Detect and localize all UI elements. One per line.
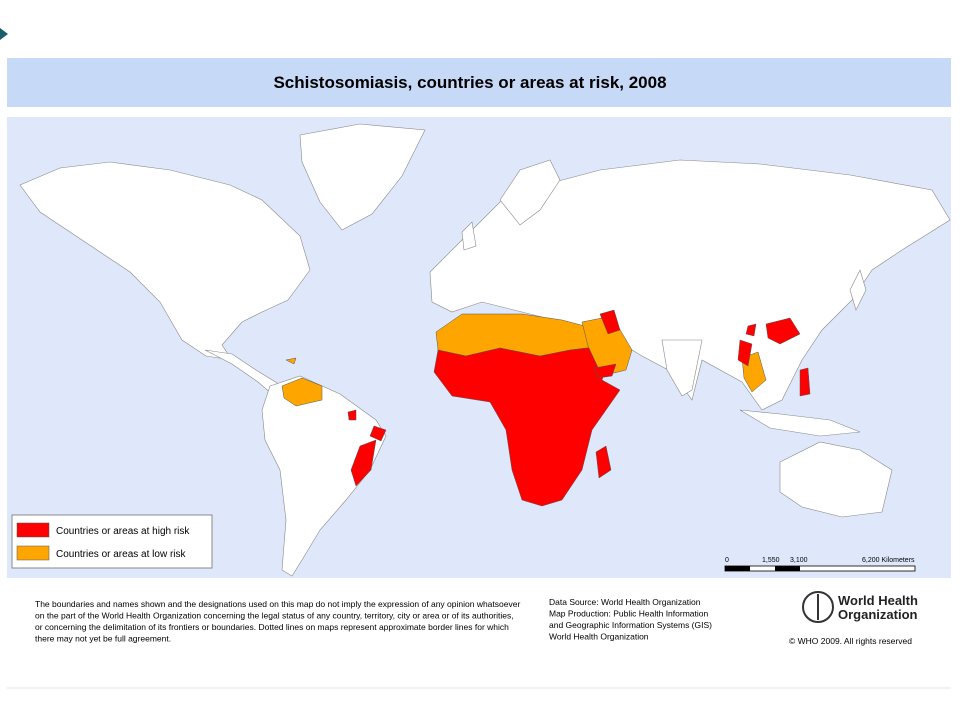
logo-line: Organization <box>838 607 918 622</box>
laos <box>737 339 753 367</box>
data-source: Data Source: World Health Organization Ma… <box>549 597 712 642</box>
disclaimer-line: on the part of the World Health Organiza… <box>35 611 514 621</box>
iraq <box>599 309 621 335</box>
logo-line: World Health <box>838 593 918 608</box>
source-line: and Geographic Information Systems (GIS) <box>549 620 712 630</box>
who-emblem <box>802 591 834 623</box>
corner-mark <box>0 28 8 40</box>
india <box>661 339 703 397</box>
disclaimer-line: or concerning the delimitation of its fr… <box>35 622 509 632</box>
source-line: Map Production: Public Health Informatio… <box>549 609 708 619</box>
legend-label: Countries or areas at low risk <box>56 549 186 560</box>
sub-saharan-africa <box>433 345 621 507</box>
yemen <box>593 363 617 379</box>
scale-label: 3,100 <box>790 557 808 564</box>
legend: Countries or areas at high risk Countries… <box>11 514 213 569</box>
legend-label: Countries or areas at high risk <box>56 526 190 537</box>
scale-label: 0 <box>725 557 729 564</box>
philippines <box>799 367 811 397</box>
scandinavia <box>499 159 561 226</box>
suriname <box>347 409 357 421</box>
title-banner <box>7 58 951 107</box>
scale-segment <box>775 566 800 571</box>
scale-segment <box>725 566 750 571</box>
caribbean <box>285 357 297 365</box>
south-america <box>261 375 387 577</box>
disclaimer: The boundaries and names shown and the d… <box>35 599 520 644</box>
china-1 <box>765 317 801 345</box>
scale-frame <box>724 565 916 572</box>
scale-bar: 0 1,550 3,100 6,200 Kilometers <box>724 557 916 572</box>
disclaimer-line: there may not yet be full agreement. <box>35 634 171 644</box>
map <box>7 117 951 578</box>
australia <box>779 441 893 518</box>
brazil-northeast <box>369 425 387 442</box>
china-2 <box>745 323 757 337</box>
source-line: World Health Organization <box>549 632 649 642</box>
madagascar <box>595 445 612 479</box>
venezuela-region <box>281 377 323 407</box>
japan <box>849 269 867 311</box>
greenland <box>299 123 426 231</box>
indonesia <box>739 409 861 437</box>
scale-label: 6,200 Kilometers <box>862 557 915 564</box>
title: Schistosomiasis, countries or areas at r… <box>273 73 666 92</box>
disclaimer-line: The boundaries and names shown and the d… <box>35 599 520 609</box>
source-line: Data Source: World Health Organization <box>549 597 701 607</box>
scale-label: 1,550 <box>762 557 780 564</box>
who-logo: World Health Organization <box>802 591 918 623</box>
legend-swatch <box>16 522 50 538</box>
north-america <box>19 161 311 361</box>
legend-swatch <box>16 545 50 561</box>
copyright: © WHO 2009. All rights reserved <box>789 636 912 646</box>
brazil-east <box>350 439 377 487</box>
britain <box>461 221 477 251</box>
